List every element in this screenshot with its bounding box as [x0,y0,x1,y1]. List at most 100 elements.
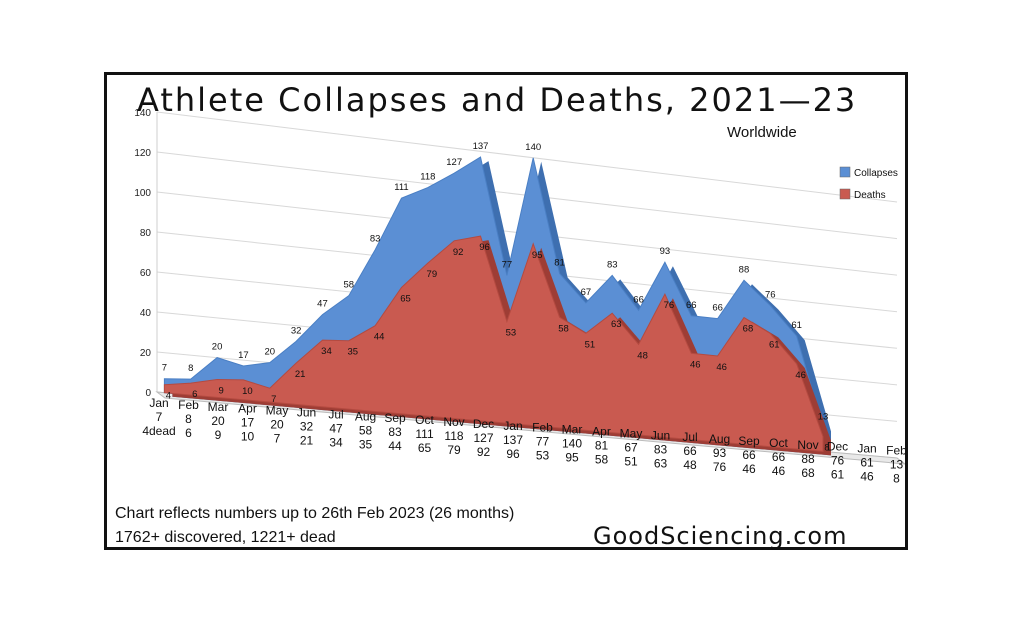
x-tick-deaths: 34 [329,435,343,449]
x-tick-collapses: 13 [890,458,904,472]
x-tick-collapses: 66 [742,448,756,462]
collapses-data-label: 58 [344,280,355,291]
x-tick-month: Jan [149,396,168,410]
x-tick-collapses: 127 [473,431,493,445]
x-tick-collapses: 66 [683,444,697,458]
x-tick-collapses: 47 [329,421,343,435]
x-tick-deaths: 10 [241,430,255,444]
collapses-data-label: 17 [238,350,249,361]
x-tick-deaths: 58 [595,453,609,467]
collapses-data-label: 81 [554,257,565,268]
x-tick-collapses: 32 [300,420,314,434]
x-tick-deaths: 46 [772,464,786,478]
chart-subtitle: Worldwide [727,124,797,141]
deaths-data-label: 46 [716,362,727,373]
x-tick-month: Apr [238,402,257,416]
deaths-area [163,235,824,452]
x-tick-deaths: 95 [565,451,579,465]
collapses-data-label: 66 [712,303,723,314]
x-tick-collapses: 8 [185,412,192,426]
deaths-data-label: 7 [271,394,276,405]
legend-swatch [839,166,851,178]
collapses-data-label: 83 [370,234,381,245]
collapses-data-label: 137 [473,141,489,152]
x-tick-month: Feb [886,444,905,458]
x-tick-month: Jan [503,419,522,433]
y-tick-label: 0 [145,388,151,399]
footnote-period: Chart reflects numbers up to 26th Feb 20… [115,505,515,522]
deaths-data-label: 21 [295,369,306,380]
x-tick-collapses: 67 [624,440,638,454]
deaths-data-label: 58 [558,323,569,334]
gridline [156,111,898,203]
x-tick-deaths: 8 [893,472,900,486]
x-tick-deaths: 76 [713,460,727,474]
x-tick-collapses: 20 [270,418,284,432]
legend: Collapses Deaths [839,166,898,201]
x-tick-collapses: 7 [156,410,163,424]
y-tick-label: 80 [140,228,152,239]
x-tick-collapses: 81 [595,439,609,453]
x-tick-deaths: 61 [831,468,845,482]
x-tick-month: Jul [682,430,697,444]
x-tick-month: Apr [592,425,611,439]
x-tick-month: Dec [827,440,848,454]
deaths-data-label: 63 [611,319,622,330]
deaths-data-label: 79 [427,269,438,280]
x-tick-deaths: 35 [359,437,373,451]
x-tick-month: Oct [415,413,434,427]
deaths-data-label: 53 [506,328,517,339]
x-tick-collapses: 77 [536,435,550,449]
deaths-data-label: 4 [166,391,171,402]
x-tick-collapses: 111 [415,427,434,441]
x-tick-collapses: 66 [772,450,786,464]
collapses-data-label: 127 [446,157,462,168]
collapses-data-label: 8 [188,363,193,374]
collapses-data-label: 93 [660,246,671,257]
x-tick-deaths: 46 [860,470,874,484]
x-tick-collapses: 83 [388,425,402,439]
x-tick-month: Nov [797,438,818,452]
deaths-data-label: 6 [192,389,197,400]
x-tick-month: May [620,426,643,440]
x-tick-collapses: 118 [444,429,463,443]
x-tick-month: Jan [857,442,876,456]
x-tick-collapses: 88 [801,452,815,466]
x-tick-month: Aug [355,409,376,423]
x-tick-month: Dec [473,417,494,431]
x-tick-deaths: 65 [418,441,432,455]
deaths-data-label: 10 [242,386,253,397]
x-tick-deaths: 4dead [142,424,175,438]
y-tick-label: 40 [140,308,152,319]
x-tick-collapses: 17 [241,416,255,430]
collapses-data-label: 7 [162,363,167,374]
collapses-data-label: 88 [739,264,750,275]
x-tick-deaths: 7 [274,432,281,446]
collapses-data-label: 77 [502,259,513,270]
x-tick-deaths: 21 [300,434,314,448]
y-tick-label: 100 [134,188,151,199]
x-tick-deaths: 51 [624,454,638,468]
collapses-data-label: 66 [686,300,697,311]
deaths-data-label: 51 [585,339,596,350]
x-tick-deaths: 63 [654,456,668,470]
x-tick-deaths: 53 [536,449,550,463]
deaths-data-label: 8 [824,443,829,454]
x-tick-month: Jul [328,407,343,421]
x-tick-month: Sep [384,411,406,425]
collapses-data-label: 76 [765,289,776,300]
deaths-data-label: 65 [400,293,411,304]
collapses-data-label: 140 [525,142,541,153]
x-tick-collapses: 61 [860,456,874,470]
deaths-data-label: 35 [348,347,359,358]
